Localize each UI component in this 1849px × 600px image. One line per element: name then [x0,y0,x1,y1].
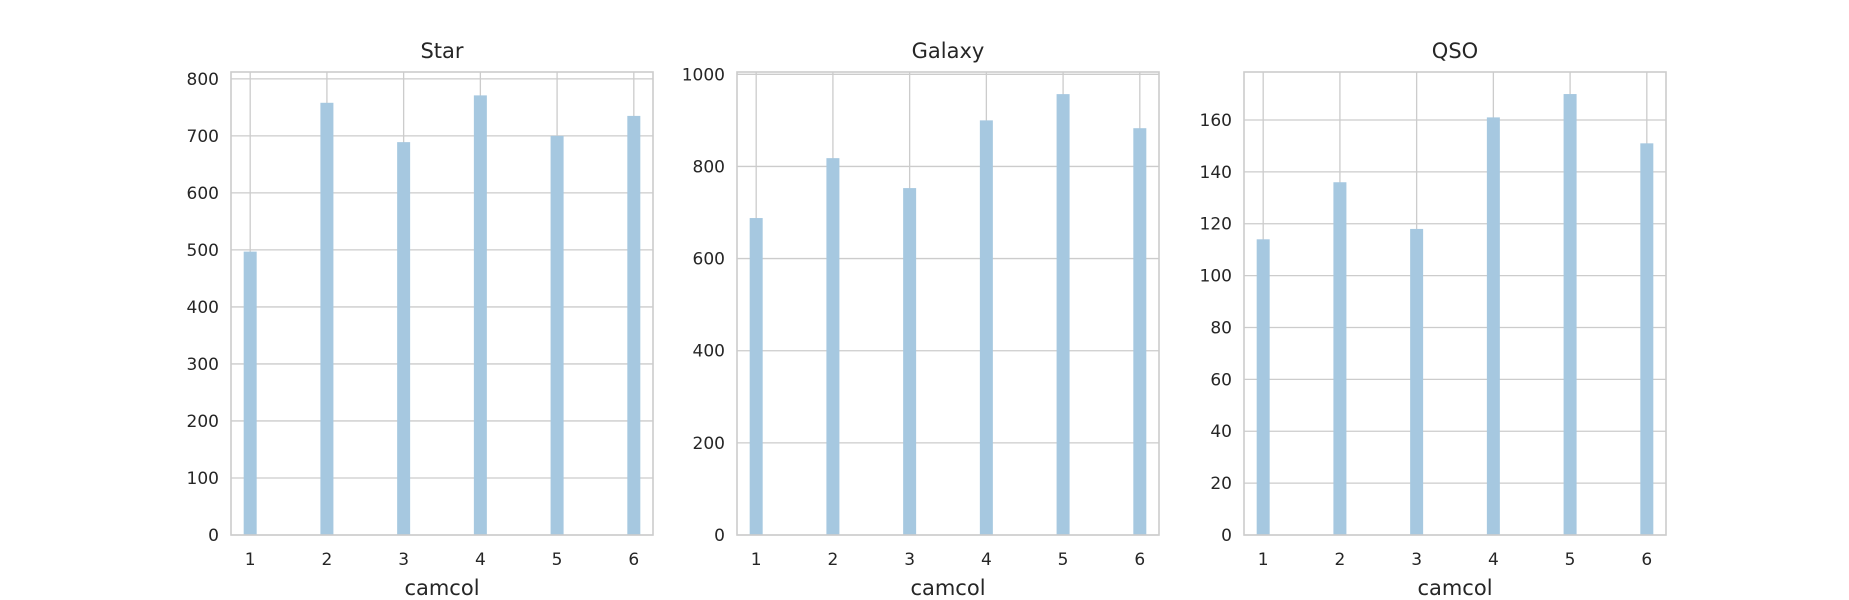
x-tick-label: 2 [321,550,332,570]
plot-frame [736,71,1160,536]
bar-camcol-3 [1410,228,1424,535]
x-tick-label: 2 [827,550,838,570]
bar-camcol-2 [320,102,334,535]
x-tick-label: 2 [1334,550,1345,570]
bar-camcol-1 [243,251,257,536]
y-tick-label: 0 [208,526,219,546]
y-tick-label: 0 [714,526,725,546]
bar-camcol-6 [627,115,641,535]
y-tick-label: 80 [1210,318,1232,338]
bar-camcol-1 [749,218,763,535]
x-tick-label: 4 [981,550,992,570]
x-tick-label: 1 [245,550,256,570]
x-tick-label: 4 [1488,550,1499,570]
bar-camcol-3 [903,188,917,535]
x-tick-label: 1 [751,550,762,570]
y-tick-label: 200 [187,412,219,432]
x-axis-label: camcol [910,576,985,600]
y-tick-label: 300 [187,355,219,375]
x-tick-label: 3 [1411,550,1422,570]
y-tick-label: 40 [1210,422,1232,442]
x-tick-label: 6 [628,550,639,570]
x-tick-label: 5 [1058,550,1069,570]
x-tick-label: 3 [904,550,915,570]
bar-camcol-4 [473,95,487,535]
x-tick-label: 1 [1258,550,1269,570]
y-tick-label: 20 [1210,474,1232,494]
y-tick-label: 200 [693,434,725,454]
x-tick-label: 4 [475,550,486,570]
y-tick-label: 600 [693,250,725,270]
subplot-star: 0 100 200 300 400 500 600 700 800 1 2 3 4 5 6 Star camco… [187,39,654,600]
y-tick-label: 600 [187,184,219,204]
y-tick-label: 0 [1221,526,1232,546]
y-tick-label: 500 [187,241,219,261]
x-axis-label: camcol [1417,576,1492,600]
bar-camcol-4 [1486,117,1500,536]
y-tick-label: 700 [187,127,219,147]
bar-camcol-6 [1133,128,1147,536]
subplot-title: QSO [1432,39,1478,63]
bar-camcol-2 [826,158,840,535]
bar-camcol-4 [979,120,993,535]
y-tick-label: 140 [1200,163,1232,183]
bar-camcol-5 [1056,94,1070,535]
x-axis-label: camcol [404,576,479,600]
y-tick-label: 400 [187,298,219,318]
plot-frame [230,71,654,536]
x-tick-label: 5 [1565,550,1576,570]
bar-camcol-1 [1256,239,1270,535]
y-tick-label: 800 [693,157,725,177]
plot-frame [1243,71,1667,536]
y-tick-label: 1000 [682,65,725,85]
subplot-galaxy: 0 200 400 600 800 1000 1 2 3 4 5 6 Galaxy camcol [682,39,1160,600]
x-tick-label: 5 [552,550,563,570]
bar-camcol-5 [550,135,564,536]
y-tick-label: 400 [693,342,725,362]
bar-camcol-2 [1333,182,1347,535]
subplot-title: Star [420,39,463,63]
subplot-qso: 0 20 40 60 80 100 120 140 160 1 2 3 4 5 6 QSO camcol [1200,39,1667,600]
x-tick-label: 3 [398,550,409,570]
subplot-title: Galaxy [912,39,985,63]
y-tick-label: 60 [1210,370,1232,390]
bar-camcol-6 [1640,143,1654,535]
x-tick-label: 6 [1641,550,1652,570]
x-tick-label: 6 [1134,550,1145,570]
bar-camcol-3 [397,142,411,536]
y-tick-label: 100 [1200,267,1232,287]
y-tick-label: 800 [187,70,219,90]
y-tick-label: 100 [187,469,219,489]
y-tick-label: 160 [1200,111,1232,131]
y-tick-label: 120 [1200,215,1232,235]
bar-camcol-5 [1563,94,1577,536]
